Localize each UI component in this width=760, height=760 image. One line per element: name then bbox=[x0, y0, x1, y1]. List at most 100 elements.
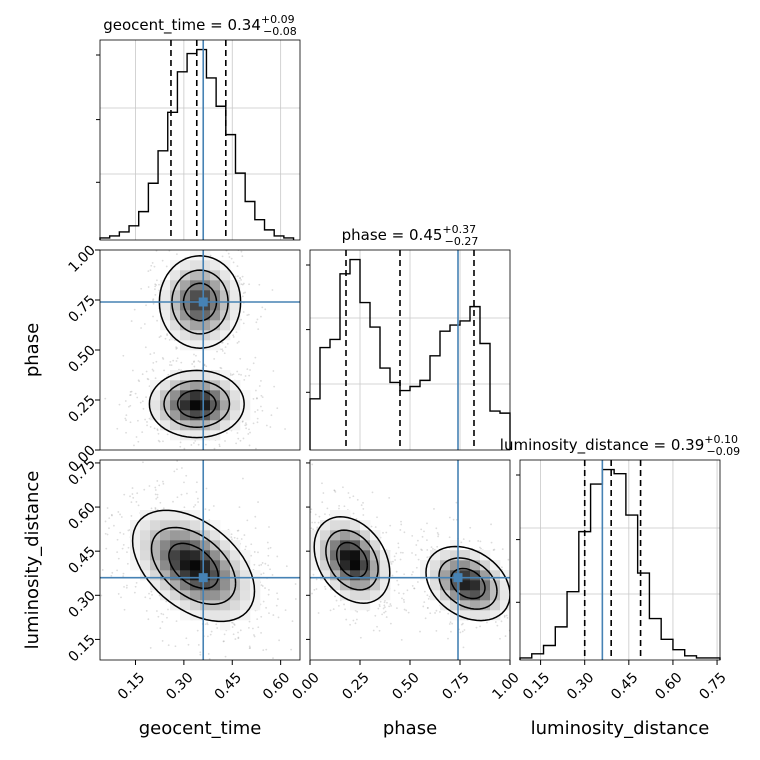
scatter-point bbox=[179, 441, 182, 444]
density-cell bbox=[200, 380, 211, 391]
scatter-point bbox=[415, 566, 418, 569]
scatter-point bbox=[261, 562, 264, 564]
density-cell bbox=[420, 560, 431, 571]
hist2d-content bbox=[100, 242, 300, 468]
scatter-point bbox=[372, 629, 375, 632]
scatter-point bbox=[403, 531, 406, 534]
scatter-point bbox=[130, 515, 133, 517]
scatter-point bbox=[131, 369, 134, 372]
scatter-point bbox=[122, 533, 125, 535]
scatter-point bbox=[253, 635, 256, 638]
scatter-point bbox=[394, 559, 396, 561]
scatter-point bbox=[152, 298, 155, 301]
scatter-point bbox=[241, 255, 244, 258]
density-cell bbox=[210, 320, 221, 331]
scatter-point bbox=[326, 507, 329, 510]
scatter-point bbox=[150, 590, 153, 593]
density-cell bbox=[160, 380, 171, 391]
scatter-point bbox=[247, 313, 250, 316]
scatter-point bbox=[166, 333, 168, 335]
scatter-point bbox=[165, 265, 168, 268]
scatter-point bbox=[232, 633, 235, 636]
density-cell bbox=[490, 570, 501, 581]
scatter-point bbox=[462, 646, 465, 649]
scatter-point bbox=[162, 613, 165, 616]
density-cell bbox=[130, 560, 141, 571]
density-cell bbox=[160, 550, 171, 561]
scatter-point bbox=[166, 616, 168, 619]
scatter-point bbox=[258, 385, 261, 387]
scatter-point bbox=[381, 613, 384, 616]
scatter-point bbox=[265, 648, 268, 651]
scatter-point bbox=[389, 622, 392, 625]
density-cell bbox=[340, 590, 351, 601]
scatter-point bbox=[355, 618, 358, 621]
scatter-point bbox=[337, 604, 340, 607]
scatter-point bbox=[122, 543, 125, 546]
scatter-point bbox=[252, 422, 255, 425]
density-cell bbox=[480, 570, 491, 581]
scatter-point bbox=[129, 391, 132, 393]
density-cell bbox=[200, 430, 211, 441]
scatter-point bbox=[78, 503, 80, 505]
density-cell bbox=[470, 550, 481, 561]
density-cell bbox=[200, 550, 211, 561]
scatter-point bbox=[145, 396, 147, 399]
scatter-point bbox=[260, 631, 262, 634]
scatter-point bbox=[278, 639, 281, 642]
scatter-point bbox=[269, 568, 271, 571]
scatter-point bbox=[246, 519, 249, 522]
density-cell bbox=[170, 290, 181, 301]
contour-line bbox=[131, 509, 256, 623]
density-cell bbox=[150, 390, 161, 401]
density-cell bbox=[160, 280, 171, 291]
scatter-point bbox=[226, 342, 229, 345]
scatter-point bbox=[262, 649, 265, 652]
scatter-point bbox=[371, 491, 374, 494]
density-cell bbox=[350, 590, 361, 601]
scatter-point bbox=[264, 587, 266, 589]
density-cell bbox=[240, 600, 251, 611]
scatter-point bbox=[501, 548, 504, 551]
scatter-point bbox=[212, 242, 214, 244]
scatter-point bbox=[247, 433, 250, 435]
density-cell bbox=[180, 280, 191, 291]
density-cell bbox=[150, 550, 161, 561]
scatter-point bbox=[402, 598, 405, 601]
density-cell bbox=[200, 290, 211, 301]
scatter-point bbox=[153, 466, 155, 468]
x-tick-label: 1.00 bbox=[489, 670, 522, 703]
density-cell bbox=[490, 610, 501, 621]
scatter-point bbox=[256, 318, 259, 321]
density-cell bbox=[190, 300, 201, 311]
scatter-point bbox=[276, 555, 279, 558]
density-cell bbox=[210, 610, 221, 621]
scatter-point bbox=[167, 644, 170, 647]
panel-frame bbox=[99, 459, 301, 661]
density-cell bbox=[240, 610, 251, 621]
scatter-point bbox=[413, 587, 416, 590]
scatter-point bbox=[249, 431, 251, 434]
scatter-point bbox=[136, 396, 139, 399]
scatter-point bbox=[253, 563, 256, 566]
scatter-point bbox=[156, 279, 158, 282]
density-cell bbox=[310, 560, 321, 571]
density-cell bbox=[220, 560, 231, 571]
scatter-point bbox=[266, 541, 269, 544]
scatter-point bbox=[312, 528, 315, 531]
scatter-point bbox=[154, 493, 157, 496]
scatter-point bbox=[221, 348, 224, 351]
scatter-point bbox=[304, 655, 306, 657]
scatter-point bbox=[333, 489, 336, 492]
hist2d-content bbox=[78, 460, 306, 660]
density-cell bbox=[140, 550, 151, 561]
density-cell bbox=[340, 560, 351, 571]
scatter-point bbox=[260, 379, 262, 382]
scatter-point bbox=[161, 356, 164, 359]
scatter-point bbox=[253, 634, 255, 636]
scatter-point bbox=[310, 527, 313, 530]
scatter-point bbox=[302, 588, 304, 590]
scatter-point bbox=[232, 334, 235, 337]
scatter-point bbox=[206, 245, 208, 247]
scatter-point bbox=[248, 374, 251, 377]
